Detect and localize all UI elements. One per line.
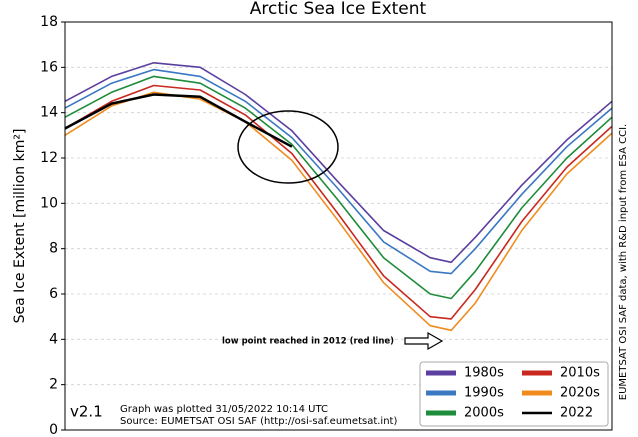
legend: 1980s 1990s 2000s 2010s 2020s 2022	[419, 361, 609, 427]
series-line	[64, 68, 613, 275]
y-axis-label: Sea Ice Extent [million km²]	[12, 129, 28, 324]
legend-label: 2010s	[560, 366, 600, 381]
series-line	[64, 75, 613, 300]
legend-label: 2000s	[464, 406, 504, 421]
credit: EUMETSAT OSI SAF data, with R&D input fr…	[618, 124, 629, 400]
y-tick-label: 14	[40, 105, 58, 121]
y-tick-label: 18	[40, 14, 58, 30]
legend-label: 2022	[560, 406, 593, 421]
series-line	[64, 84, 613, 320]
legend-label: 2020s	[560, 386, 600, 401]
version: v2.1	[70, 403, 103, 421]
arrow	[404, 331, 444, 351]
legend-box	[419, 361, 609, 427]
y-tick-label: 4	[49, 331, 58, 347]
legend-label: 1990s	[464, 386, 504, 401]
y-tick-label: 6	[49, 286, 58, 302]
y-tick-label: 0	[49, 422, 58, 437]
source: Source: EUMETSAT OSI SAF (http://osi-saf…	[120, 416, 397, 427]
chart-title: Arctic Sea Ice Extent	[250, 0, 427, 19]
y-tick-label: 10	[40, 195, 58, 211]
annotation: low point reached in 2012 (red line)	[222, 337, 394, 347]
series-line	[64, 91, 613, 332]
series-line	[64, 93, 293, 148]
series-line	[64, 62, 613, 264]
axes-border	[64, 21, 613, 431]
y-tick-label: 12	[40, 150, 58, 166]
y-tick-label: 2	[49, 377, 58, 393]
plot-date: Graph was plotted 31/05/2022 10:14 UTC	[120, 404, 328, 415]
y-tick-label: 16	[40, 59, 58, 75]
highlight-ellipse	[237, 110, 339, 184]
legend-label: 1980s	[464, 366, 504, 381]
y-tick-label: 8	[49, 241, 58, 257]
plot-area: 0 2 4 6 8 10 12 14 16 18 1980s 1990s 2000s 2010s 2020s…	[40, 14, 613, 437]
